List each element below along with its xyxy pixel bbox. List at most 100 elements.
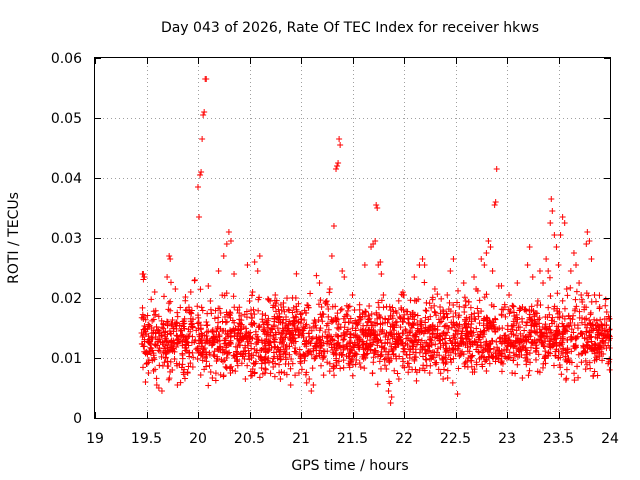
data-point bbox=[385, 316, 392, 323]
y-tick-label: 0.01 bbox=[51, 351, 82, 367]
data-point bbox=[307, 290, 314, 297]
data-point bbox=[375, 299, 382, 306]
data-point bbox=[450, 346, 457, 353]
data-point bbox=[559, 320, 566, 327]
data-point bbox=[584, 345, 591, 352]
data-point bbox=[581, 316, 588, 323]
data-point bbox=[429, 349, 436, 356]
data-point bbox=[546, 323, 553, 330]
data-point bbox=[186, 349, 193, 356]
data-point bbox=[221, 292, 228, 299]
data-point bbox=[606, 326, 613, 333]
data-point bbox=[251, 259, 258, 265]
data-point bbox=[220, 372, 227, 379]
data-point bbox=[409, 320, 416, 327]
data-point bbox=[277, 334, 284, 341]
data-point bbox=[489, 337, 496, 344]
data-point bbox=[256, 323, 263, 330]
data-point bbox=[203, 329, 210, 336]
data-point bbox=[456, 340, 463, 347]
data-point bbox=[297, 358, 304, 365]
x-tick-label: 23.5 bbox=[543, 431, 574, 447]
data-point bbox=[423, 356, 430, 363]
data-point bbox=[248, 310, 255, 317]
data-point bbox=[475, 310, 482, 316]
data-point bbox=[195, 184, 201, 190]
data-point bbox=[524, 262, 531, 268]
data-point bbox=[444, 292, 451, 298]
data-point bbox=[386, 380, 393, 387]
data-point bbox=[152, 311, 159, 318]
data-point bbox=[212, 370, 219, 377]
data-point bbox=[570, 329, 577, 336]
data-point bbox=[526, 244, 533, 250]
data-point bbox=[403, 328, 410, 334]
data-point bbox=[549, 208, 556, 214]
data-point bbox=[146, 336, 153, 343]
data-point bbox=[187, 360, 194, 367]
data-point bbox=[242, 325, 249, 332]
data-point bbox=[444, 374, 451, 381]
data-point bbox=[553, 244, 560, 250]
data-point bbox=[443, 310, 450, 317]
data-point bbox=[200, 348, 207, 355]
data-point bbox=[182, 293, 189, 300]
data-point bbox=[390, 323, 397, 330]
data-point bbox=[583, 336, 590, 343]
data-point bbox=[329, 336, 336, 343]
data-point bbox=[582, 321, 589, 328]
data-point bbox=[280, 327, 287, 334]
data-point bbox=[441, 366, 448, 373]
data-point bbox=[542, 321, 549, 328]
data-point bbox=[335, 321, 342, 328]
data-point bbox=[378, 297, 385, 304]
data-point bbox=[516, 352, 523, 358]
data-point bbox=[287, 337, 294, 344]
data-point bbox=[396, 333, 403, 340]
data-point bbox=[370, 350, 377, 357]
data-point bbox=[331, 372, 338, 379]
data-point bbox=[573, 303, 580, 310]
data-point bbox=[557, 335, 564, 342]
data-point bbox=[542, 355, 549, 362]
data-point bbox=[189, 364, 196, 370]
data-point bbox=[504, 347, 511, 354]
data-point bbox=[290, 340, 297, 346]
data-point bbox=[593, 298, 600, 305]
data-point bbox=[305, 302, 312, 309]
data-point bbox=[205, 283, 212, 289]
data-point bbox=[389, 304, 396, 311]
data-point bbox=[441, 313, 448, 320]
data-point bbox=[160, 329, 167, 336]
data-point bbox=[485, 326, 492, 333]
data-point bbox=[533, 356, 540, 363]
data-point bbox=[254, 268, 261, 274]
data-point bbox=[526, 329, 533, 336]
data-point bbox=[161, 293, 168, 300]
data-point bbox=[148, 296, 155, 303]
data-point bbox=[313, 340, 320, 347]
data-point bbox=[355, 334, 362, 341]
data-point bbox=[256, 322, 263, 329]
data-point bbox=[486, 346, 493, 353]
data-point bbox=[415, 336, 422, 343]
data-point bbox=[339, 337, 346, 344]
data-point bbox=[153, 375, 160, 382]
data-point bbox=[495, 283, 502, 289]
data-point bbox=[424, 343, 431, 350]
data-point bbox=[480, 347, 487, 354]
data-point bbox=[444, 329, 451, 336]
data-point bbox=[572, 334, 579, 341]
data-point bbox=[152, 307, 159, 314]
data-point bbox=[495, 356, 502, 363]
data-point bbox=[267, 298, 274, 304]
data-point bbox=[601, 322, 608, 328]
data-point bbox=[279, 319, 286, 326]
data-point bbox=[561, 220, 568, 226]
data-point bbox=[241, 311, 248, 318]
data-point bbox=[516, 305, 523, 312]
data-point bbox=[454, 299, 461, 306]
data-point bbox=[356, 301, 363, 308]
data-point bbox=[599, 357, 606, 364]
data-point bbox=[253, 336, 260, 343]
